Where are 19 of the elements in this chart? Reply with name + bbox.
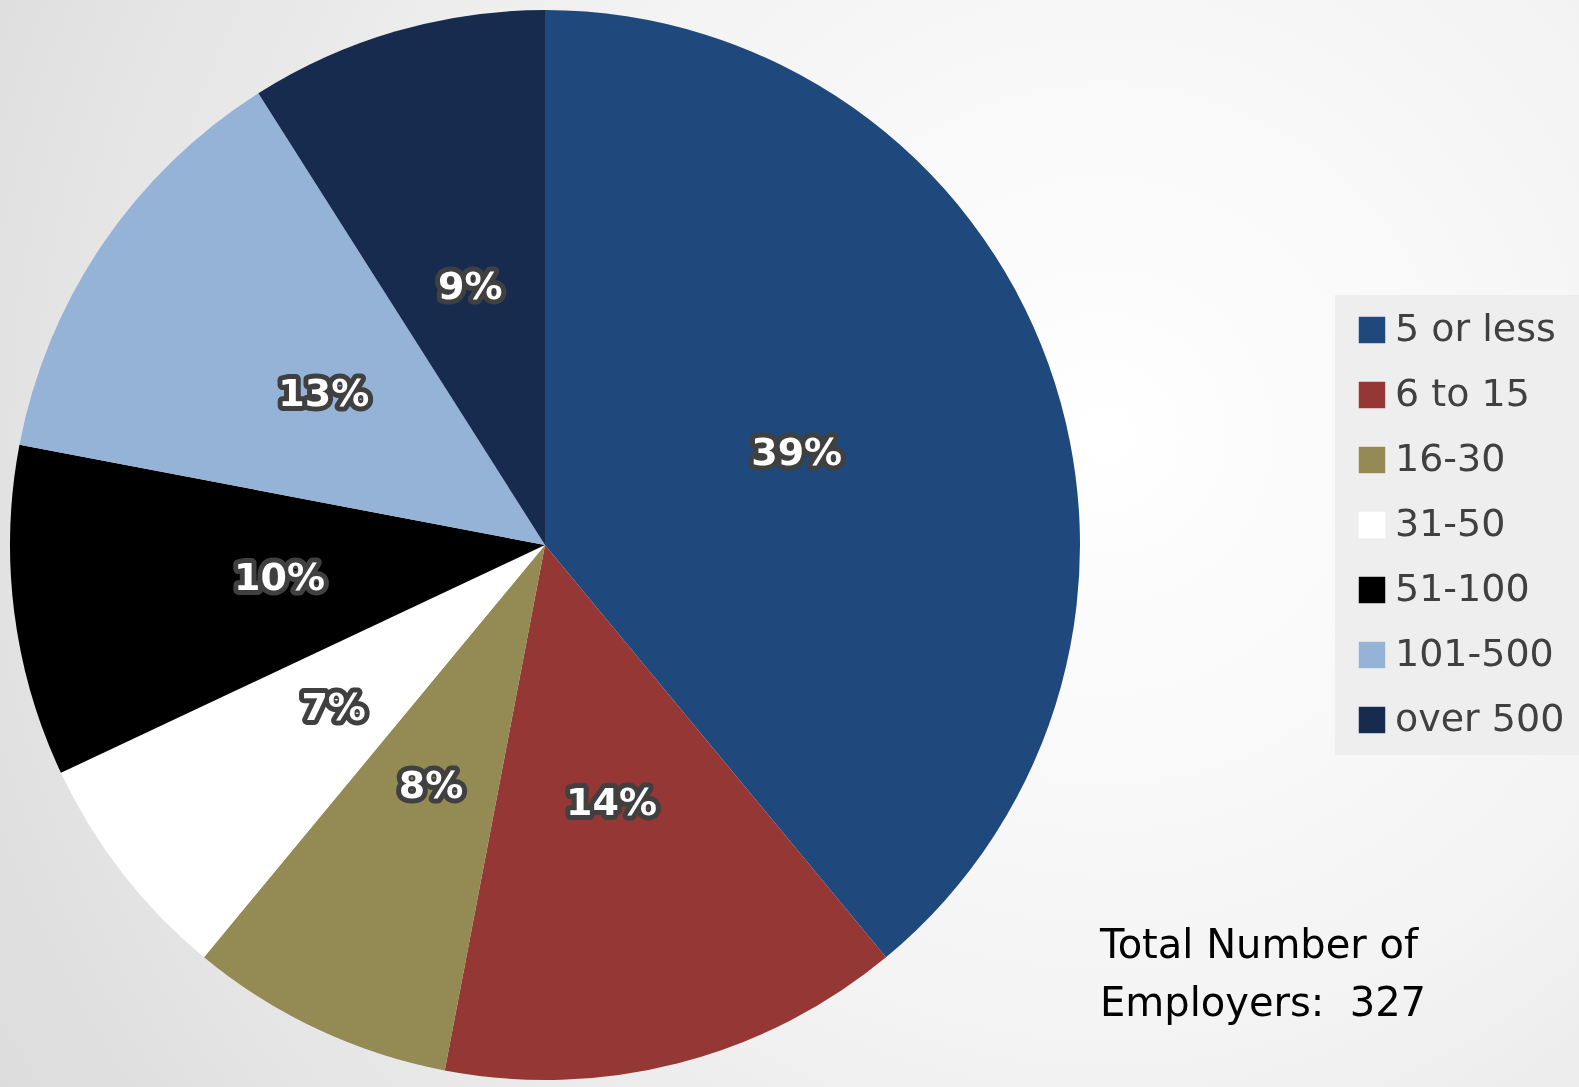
data-label: 14% <box>566 780 658 825</box>
data-label: 10% <box>234 554 326 599</box>
legend-label: 31-50 <box>1395 501 1506 545</box>
pie-slice <box>19 93 545 545</box>
text: Total Number of Employers: 327 <box>1100 920 1427 1027</box>
legend-label: 51-100 <box>1395 566 1530 610</box>
data-label: 13% <box>278 370 370 415</box>
legend-label: 16-30 <box>1395 436 1506 480</box>
pie-slice <box>60 545 545 958</box>
legend-label: 5 or less <box>1395 306 1556 350</box>
legend-label: over 500 <box>1395 696 1565 740</box>
pie-slice <box>258 10 545 545</box>
data-label: 9% <box>438 264 503 309</box>
data-label: 8% <box>398 763 464 808</box>
legend-label: 101-500 <box>1395 631 1554 675</box>
legend-label: 6 to 15 <box>1395 371 1530 415</box>
data-label: 39% <box>751 430 843 475</box>
pie-slice <box>545 10 1080 958</box>
pie-slice <box>203 545 545 1071</box>
